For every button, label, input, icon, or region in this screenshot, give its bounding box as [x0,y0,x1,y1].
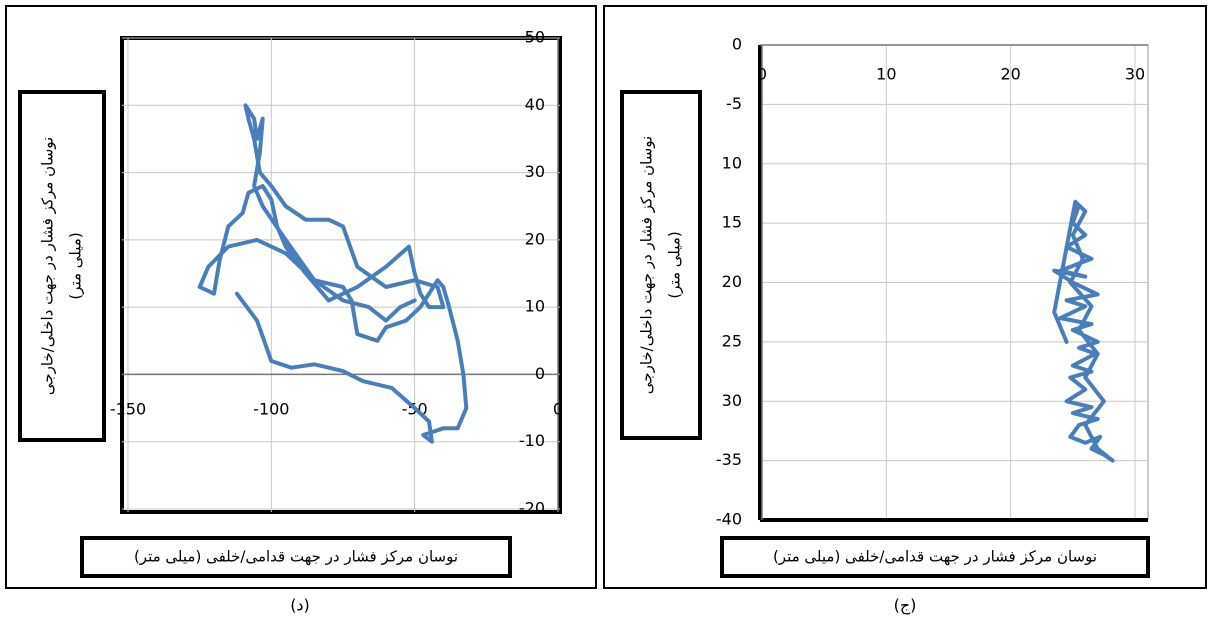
y-axis-label: نوسان مرکز فشار در جهت داخلی/خارجی [39,137,57,395]
y-label-box [620,90,702,440]
x-tick-label: -150 [110,400,146,419]
y-tick-label: 0 [535,364,545,383]
y-tick-label: 15 [722,213,742,232]
y-tick-label: -40 [716,510,742,529]
y-tick-label: -10 [519,431,545,450]
caption: (ج) [894,596,917,616]
x-tick-label: -100 [253,400,289,419]
y-tick-label: 0 [732,35,742,54]
trajectory-line [1052,199,1115,463]
x-axis-label: نوسان مرکز فشار در جهت قدامی/خلفی (میلی … [134,548,458,566]
x-tick-label: 20 [1000,65,1020,84]
y-axis-label: (میلی متر) [67,232,85,299]
y-tick-label: 30 [722,391,742,410]
x-label-box [720,536,1150,578]
y-tick-label: 25 [722,331,742,350]
x-tick-label: 0 [553,400,563,419]
panel-border [603,5,1207,589]
x-tick-label: 0 [757,65,767,84]
y-tick-label: 50 [525,28,545,47]
y-axis-label: (میلی متر) [666,231,684,298]
y-tick-label: 20 [722,272,742,291]
y-tick-label: -20 [519,499,545,518]
y-axis-label: نوسان مرکز فشار در جهت داخلی/خارجی [638,136,656,394]
x-axis-label: نوسان مرکز فشار در جهت قدامی/خلفی (میلی … [773,548,1097,566]
y-tick-label: -5 [726,94,742,113]
trajectory-line [197,103,469,444]
plot-area [120,36,562,514]
y-tick-label: 20 [525,229,545,248]
y-tick-label: 10 [722,153,742,172]
y-label-box [18,90,106,442]
y-tick-label: -35 [716,450,742,469]
x-tick-label: 30 [1125,65,1145,84]
y-tick-label: 40 [525,95,545,114]
y-tick-label: 10 [525,297,545,316]
x-tick-label: 10 [876,65,896,84]
caption: (د) [290,596,310,615]
panel-border [5,5,597,589]
x-label-box [80,536,512,578]
y-tick-label: 30 [525,162,545,181]
